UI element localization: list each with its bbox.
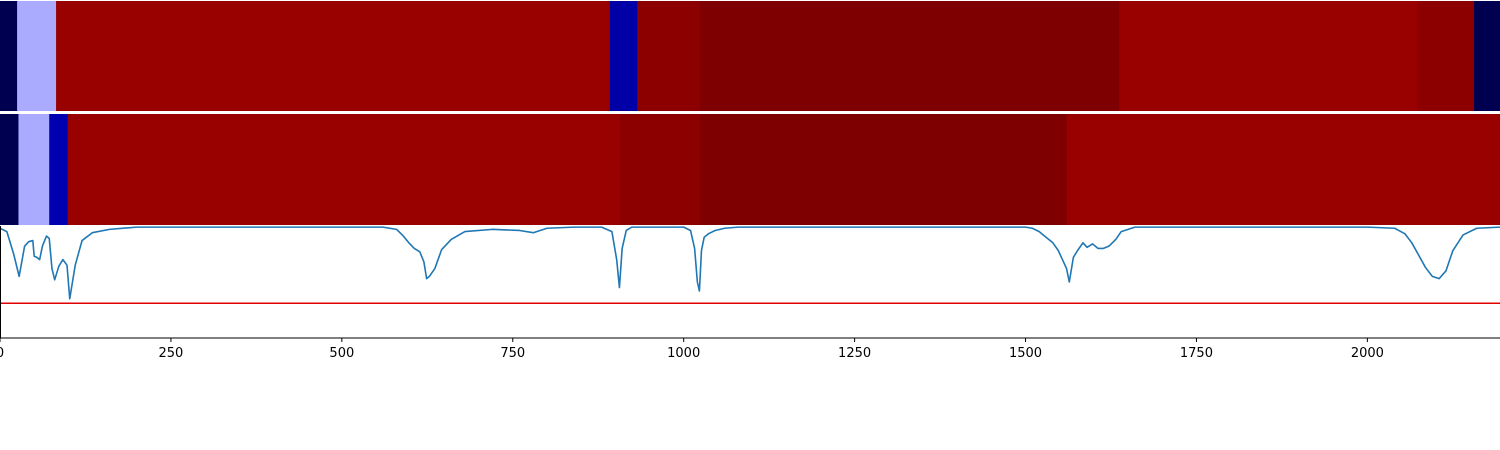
x-tick-label: 750 <box>500 346 525 361</box>
x-tick-label: 1500 <box>1009 346 1042 361</box>
heatmap-2-segment <box>620 114 701 225</box>
heatmap-2-segment <box>0 114 20 225</box>
heatmap-middle <box>0 114 1500 225</box>
heatmap-1-segment <box>700 1 1120 111</box>
x-tick-label: 1750 <box>1180 346 1213 361</box>
heatmap-1-segment <box>56 1 611 111</box>
heatmap-2-segment <box>18 114 50 225</box>
heatmap-1-segment <box>637 1 701 111</box>
x-tick-label: 500 <box>329 346 354 361</box>
heatmap-1-segment <box>1474 1 1500 111</box>
line-panel <box>0 226 1500 339</box>
heatmap-1-segment <box>17 1 57 111</box>
heatmap-2-segment <box>700 114 1068 225</box>
heatmap-2-segment <box>67 114 621 225</box>
x-tick-label: 250 <box>159 346 184 361</box>
x-tick-label: 1000 <box>667 346 700 361</box>
x-tick-label: 2000 <box>1351 346 1384 361</box>
heatmap-1-segment <box>609 1 638 111</box>
heatmap-1-segment <box>1119 1 1418 111</box>
x-axis: 0 250 500 750 1000 1250 1500 1750 2000 <box>0 338 1384 361</box>
heatmap-1-segment <box>1417 1 1475 111</box>
x-tick-label: 0 <box>0 346 4 361</box>
series-line <box>0 226 1500 300</box>
heatmap-1-segment <box>0 1 18 111</box>
x-tick-label: 1250 <box>838 346 871 361</box>
heatmap-top <box>0 1 1500 111</box>
heatmap-2-segment <box>49 114 69 225</box>
heatmap-2-segment <box>1066 114 1500 225</box>
